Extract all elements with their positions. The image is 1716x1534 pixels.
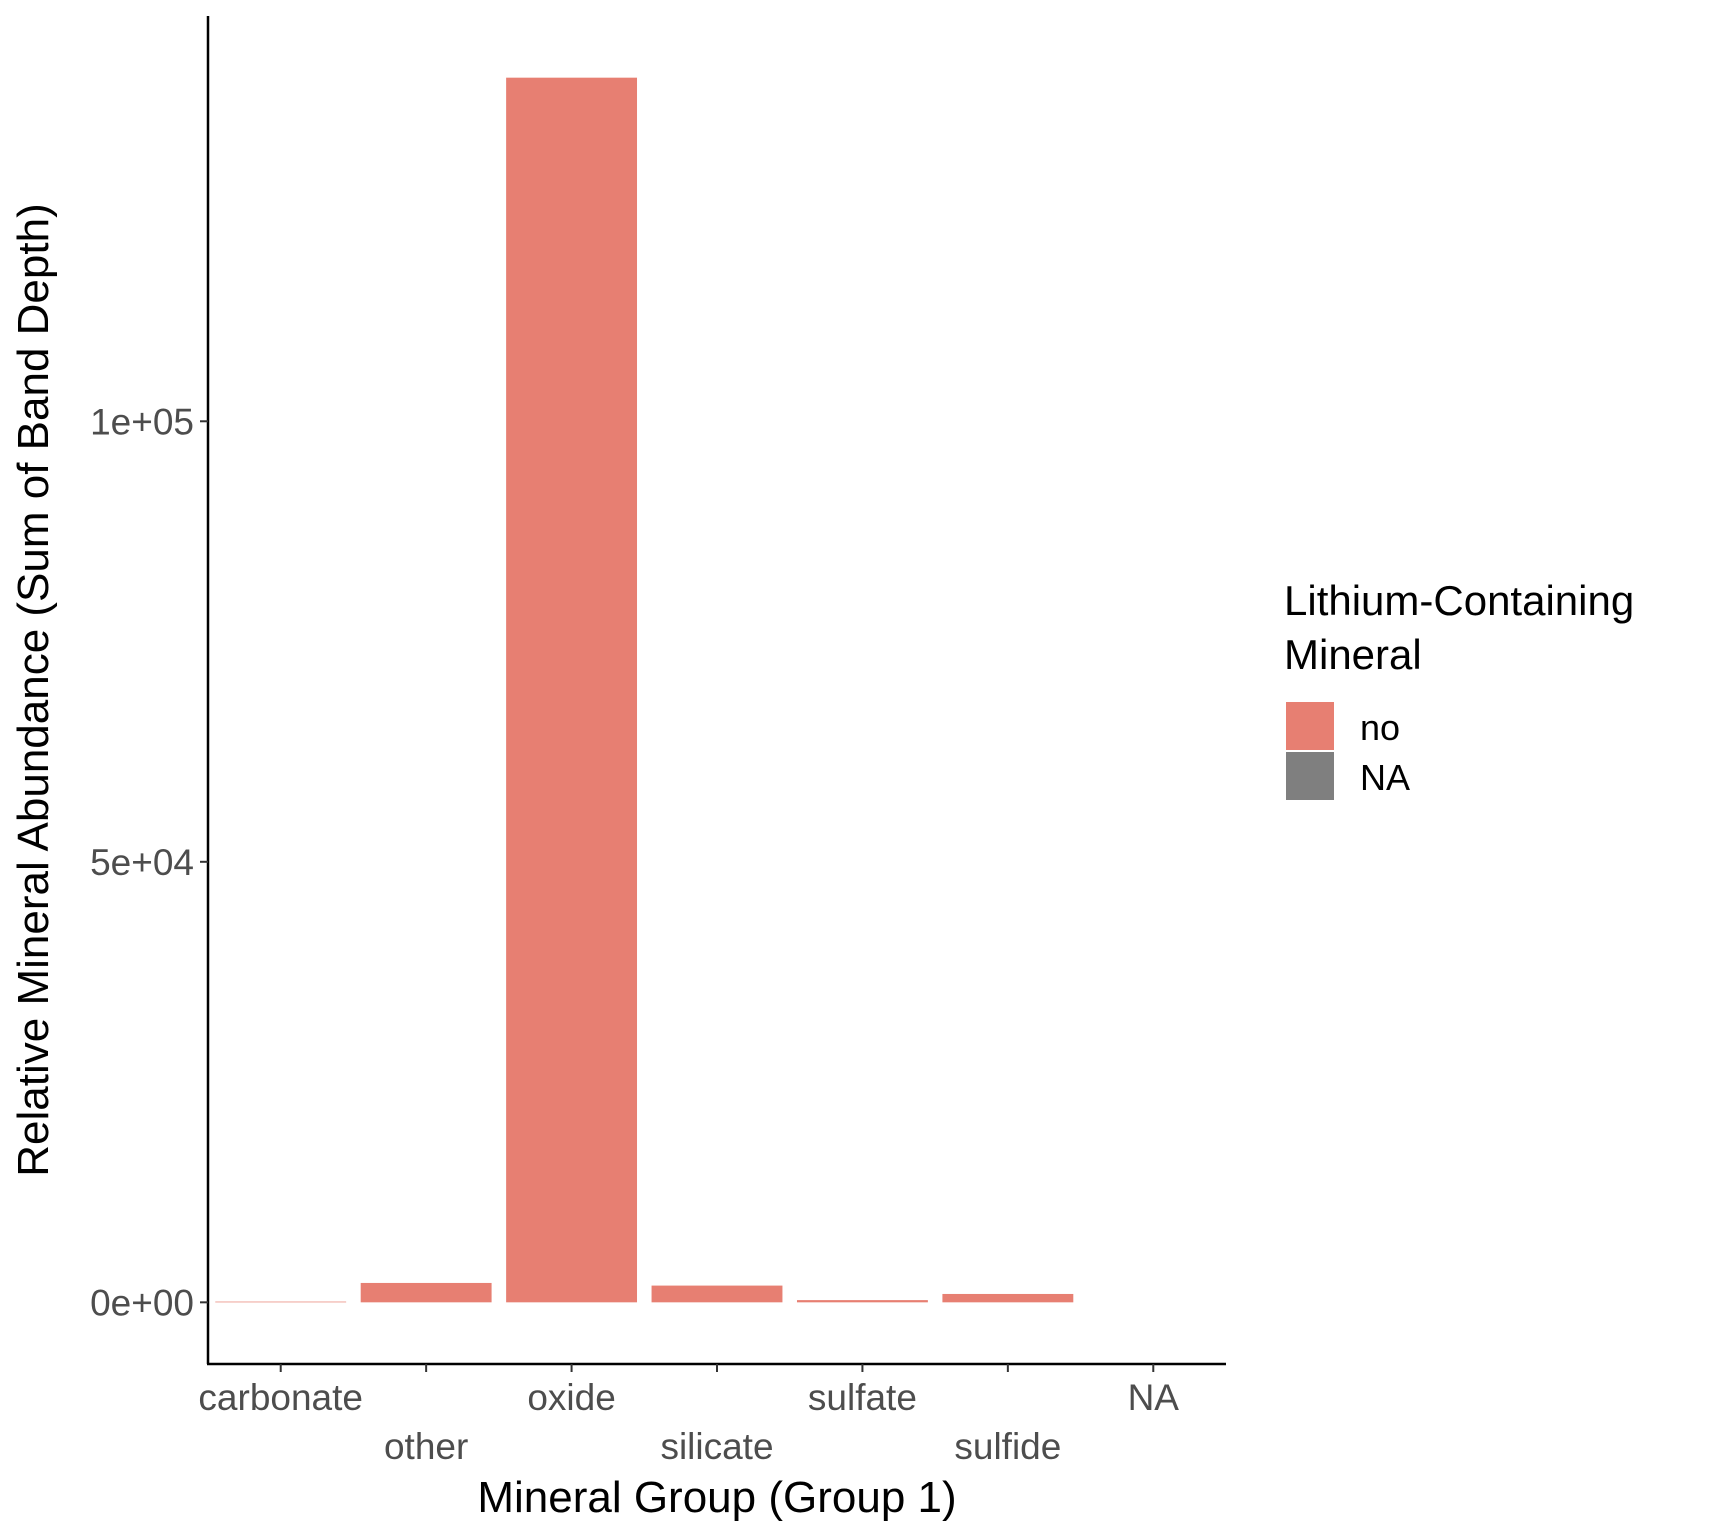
legend-label-na: NA [1360,757,1410,798]
bar-sulfide [942,1293,1074,1303]
x-tick-label-oxide: oxide [527,1377,615,1418]
y-ticks-layer: 0e+00 5e+04 1e+05 [90,401,208,1323]
x-axis-title: Mineral Group (Group 1) [477,1473,956,1522]
x-tick-label-sulfide: sulfide [954,1426,1061,1467]
bar-other [360,1282,492,1303]
bar-carbonate [215,1301,347,1303]
legend-title-line-1: Lithium-Containing [1284,577,1634,624]
y-tick-label: 5e+04 [90,842,194,883]
legend-label-no: no [1360,707,1400,748]
x-ticks-layer: carbonate other oxide silicate sulfate sulfid… [198,1364,1179,1467]
legend-title-line-2: Mineral [1284,631,1422,678]
bar-na [1088,1302,1219,1303]
legend-key-na [1286,752,1334,800]
legend-key-no [1286,702,1334,750]
bar-oxide [506,77,638,1303]
y-tick-label: 0e+00 [90,1282,194,1323]
x-tick-label-silicate: silicate [660,1426,773,1467]
y-axis-title: Relative Mineral Abundance (Sum of Band … [9,203,58,1176]
bar-silicate [651,1285,783,1303]
bars-layer [215,77,1219,1303]
y-tick-label: 1e+05 [90,401,194,442]
x-tick-label-sulfate: sulfate [808,1377,917,1418]
bar-sulfate [796,1300,928,1303]
x-tick-label-other: other [384,1426,468,1467]
x-tick-label-na: NA [1128,1377,1180,1418]
x-tick-label-carbonate: carbonate [198,1377,363,1418]
legend: Lithium-Containing Mineral no NA [1284,577,1634,800]
